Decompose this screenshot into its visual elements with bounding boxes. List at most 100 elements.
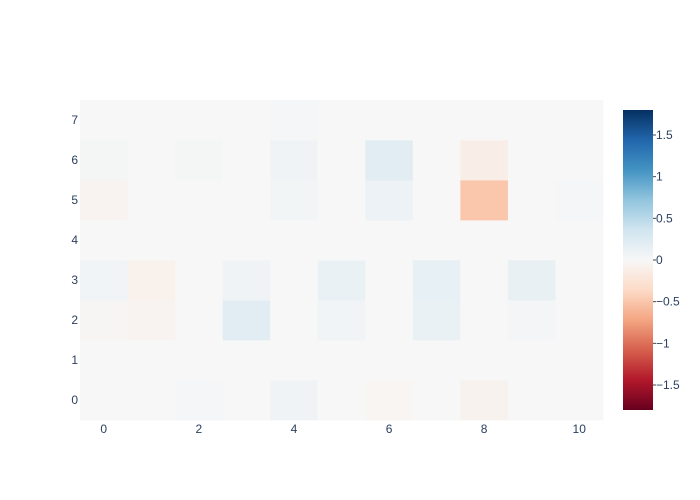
heatmap-cell xyxy=(80,180,128,221)
heatmap-cell xyxy=(80,220,128,261)
heatmap-cell xyxy=(507,380,556,421)
heatmap-cell xyxy=(460,260,509,301)
heatmap-cell xyxy=(555,100,604,141)
heatmap-cell xyxy=(412,260,461,301)
heatmap-cell xyxy=(127,100,176,141)
colorbar xyxy=(623,110,653,410)
x-tick-label: 2 xyxy=(196,422,203,436)
x-tick-label: 0 xyxy=(100,422,107,436)
heatmap-cell xyxy=(80,260,128,301)
heatmap-cell xyxy=(127,180,176,221)
heatmap-cell xyxy=(270,140,319,181)
heatmap-cell xyxy=(365,100,414,141)
heatmap-cell xyxy=(80,300,128,341)
heatmap-cell xyxy=(365,140,414,181)
heatmap-cell xyxy=(412,220,461,261)
heatmap-cell xyxy=(317,300,366,341)
heatmap-cell xyxy=(175,140,224,181)
y-tick-label: 6 xyxy=(71,153,78,167)
colorbar-tick-label: −1.5 xyxy=(656,378,680,392)
x-tick-label: 4 xyxy=(291,422,298,436)
colorbar-tick-label: −0.5 xyxy=(656,295,680,309)
heatmap-cell xyxy=(175,260,224,301)
heatmap-cell xyxy=(365,220,414,261)
y-tick-label: 1 xyxy=(71,353,78,367)
y-tick-label: 4 xyxy=(71,233,78,247)
heatmap-cell xyxy=(555,220,604,261)
y-tick-label: 3 xyxy=(71,273,78,287)
heatmap-cell xyxy=(555,380,604,421)
x-axis-ticks: 0 2 4 6 8 10 xyxy=(100,422,586,436)
heatmap-cell xyxy=(507,140,556,181)
heatmap-cell xyxy=(270,380,319,421)
colorbar-tick-label: 1 xyxy=(656,170,663,184)
y-tick-label: 0 xyxy=(71,393,78,407)
heatmap-cell xyxy=(270,300,319,341)
heatmap-cell xyxy=(460,180,509,221)
heatmap-cell xyxy=(127,300,176,341)
y-tick-label: 7 xyxy=(71,113,78,127)
heatmap-cell xyxy=(555,140,604,181)
colorbar-ticks: 1.5 1 0.5 0 −0.5 −1 −1.5 xyxy=(653,128,680,392)
heatmap-cell xyxy=(507,100,556,141)
heatmap-cell xyxy=(222,140,271,181)
heatmap-cell xyxy=(555,340,604,381)
heatmap-cell xyxy=(222,220,271,261)
heatmap-cell xyxy=(412,180,461,221)
heatmap-cell xyxy=(127,340,176,381)
heatmap-cell xyxy=(365,180,414,221)
heatmap-cell xyxy=(175,340,224,381)
heatmap-cell xyxy=(555,180,604,221)
heatmap-cell xyxy=(175,300,224,341)
colorbar-tick-label: 0.5 xyxy=(656,211,673,225)
heatmap-cell xyxy=(412,340,461,381)
heatmap-cell xyxy=(127,140,176,181)
heatmap-cell xyxy=(127,260,176,301)
heatmap-cell xyxy=(412,140,461,181)
heatmap-cell xyxy=(270,220,319,261)
heatmap-cell xyxy=(317,180,366,221)
y-tick-label: 2 xyxy=(71,313,78,327)
heatmap-cell xyxy=(507,260,556,301)
heatmap-cell xyxy=(222,100,271,141)
y-tick-label: 5 xyxy=(71,193,78,207)
heatmap-cell xyxy=(127,220,176,261)
heatmap-cell xyxy=(222,380,271,421)
heatmap-cell xyxy=(80,140,128,181)
colorbar-tick-label: 0 xyxy=(656,253,663,267)
x-tick-label: 6 xyxy=(386,422,393,436)
heatmap-cell xyxy=(80,380,128,421)
y-axis-ticks: 0 1 2 3 4 5 6 7 xyxy=(71,113,78,407)
heatmap-cell xyxy=(507,220,556,261)
x-tick-label: 8 xyxy=(481,422,488,436)
x-tick-label: 10 xyxy=(573,422,587,436)
heatmap-cell xyxy=(127,380,176,421)
heatmap-cell xyxy=(365,260,414,301)
heatmap-cell xyxy=(317,340,366,381)
heatmap-cell xyxy=(460,340,509,381)
heatmap-cell xyxy=(270,260,319,301)
heatmap-cell xyxy=(460,380,509,421)
heatmap-cell xyxy=(412,100,461,141)
heatmap-cell xyxy=(555,260,604,301)
heatmap-cell xyxy=(317,140,366,181)
heatmap-cell xyxy=(175,220,224,261)
heatmap-cell xyxy=(460,100,509,141)
heatmap-cells xyxy=(80,100,604,421)
heatmap-cell xyxy=(365,340,414,381)
heatmap-cell xyxy=(507,340,556,381)
heatmap-cell xyxy=(222,300,271,341)
heatmap-cell xyxy=(555,300,604,341)
heatmap-cell xyxy=(175,380,224,421)
heatmap-cell xyxy=(222,260,271,301)
colorbar-tick-label: 1.5 xyxy=(656,128,673,142)
heatmap-cell xyxy=(412,300,461,341)
heatmap-cell xyxy=(365,380,414,421)
heatmap-cell xyxy=(270,340,319,381)
heatmap-cell xyxy=(222,180,271,221)
heatmap-cell xyxy=(460,300,509,341)
heatmap-cell xyxy=(175,180,224,221)
heatmap-cell xyxy=(317,260,366,301)
heatmap-cell xyxy=(412,380,461,421)
